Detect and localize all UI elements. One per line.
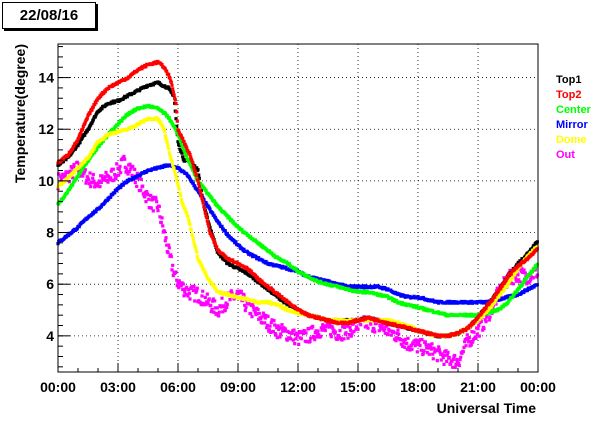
- y-tick-label: 6: [46, 276, 54, 292]
- x-tick-label: 18:00: [400, 379, 436, 395]
- x-tick-label: 15:00: [340, 379, 376, 395]
- x-tick-label: 21:00: [460, 379, 496, 395]
- chart-legend: Top1 Top2 Center Mirror Dome Out: [556, 74, 592, 161]
- chart-axes: 00:00 03:00 06:00 09:00 12:00 15:00 18:00 21:00…: [38, 46, 556, 395]
- legend-entry-center: Center: [556, 104, 592, 116]
- series-top2-points: [56, 59, 539, 339]
- y-tick-label: 8: [46, 225, 54, 241]
- series-top2: [56, 59, 539, 339]
- y-tick-label: 4: [46, 328, 54, 344]
- series-out-points: [56, 154, 539, 369]
- x-tick-label: 00:00: [520, 379, 556, 395]
- legend-entry-top1: Top1: [556, 74, 581, 86]
- series-top1: [56, 80, 539, 339]
- x-tick-label: 03:00: [100, 379, 136, 395]
- x-tick-label: 12:00: [280, 379, 316, 395]
- series-dome: [56, 116, 539, 339]
- x-axis-label: Universal Time: [437, 400, 537, 416]
- x-tick-label: 06:00: [160, 379, 196, 395]
- y-axis-label: Temperature(degree): [12, 44, 28, 183]
- series-top1-points: [56, 80, 539, 339]
- series-layer: [56, 59, 539, 369]
- y-tick-label: 14: [38, 70, 54, 86]
- series-dome-points: [56, 116, 539, 339]
- x-tick-label: 00:00: [40, 379, 76, 395]
- date-label: 22/08/16: [2, 2, 96, 29]
- y-tick-label: 10: [38, 173, 54, 189]
- y-tick-label: 12: [38, 121, 54, 137]
- legend-entry-dome: Dome: [556, 134, 587, 146]
- legend-entry-mirror: Mirror: [556, 119, 589, 131]
- x-tick-label: 09:00: [220, 379, 256, 395]
- legend-entry-out: Out: [556, 149, 575, 161]
- legend-entry-top2: Top2: [556, 89, 581, 101]
- series-out: [56, 154, 539, 369]
